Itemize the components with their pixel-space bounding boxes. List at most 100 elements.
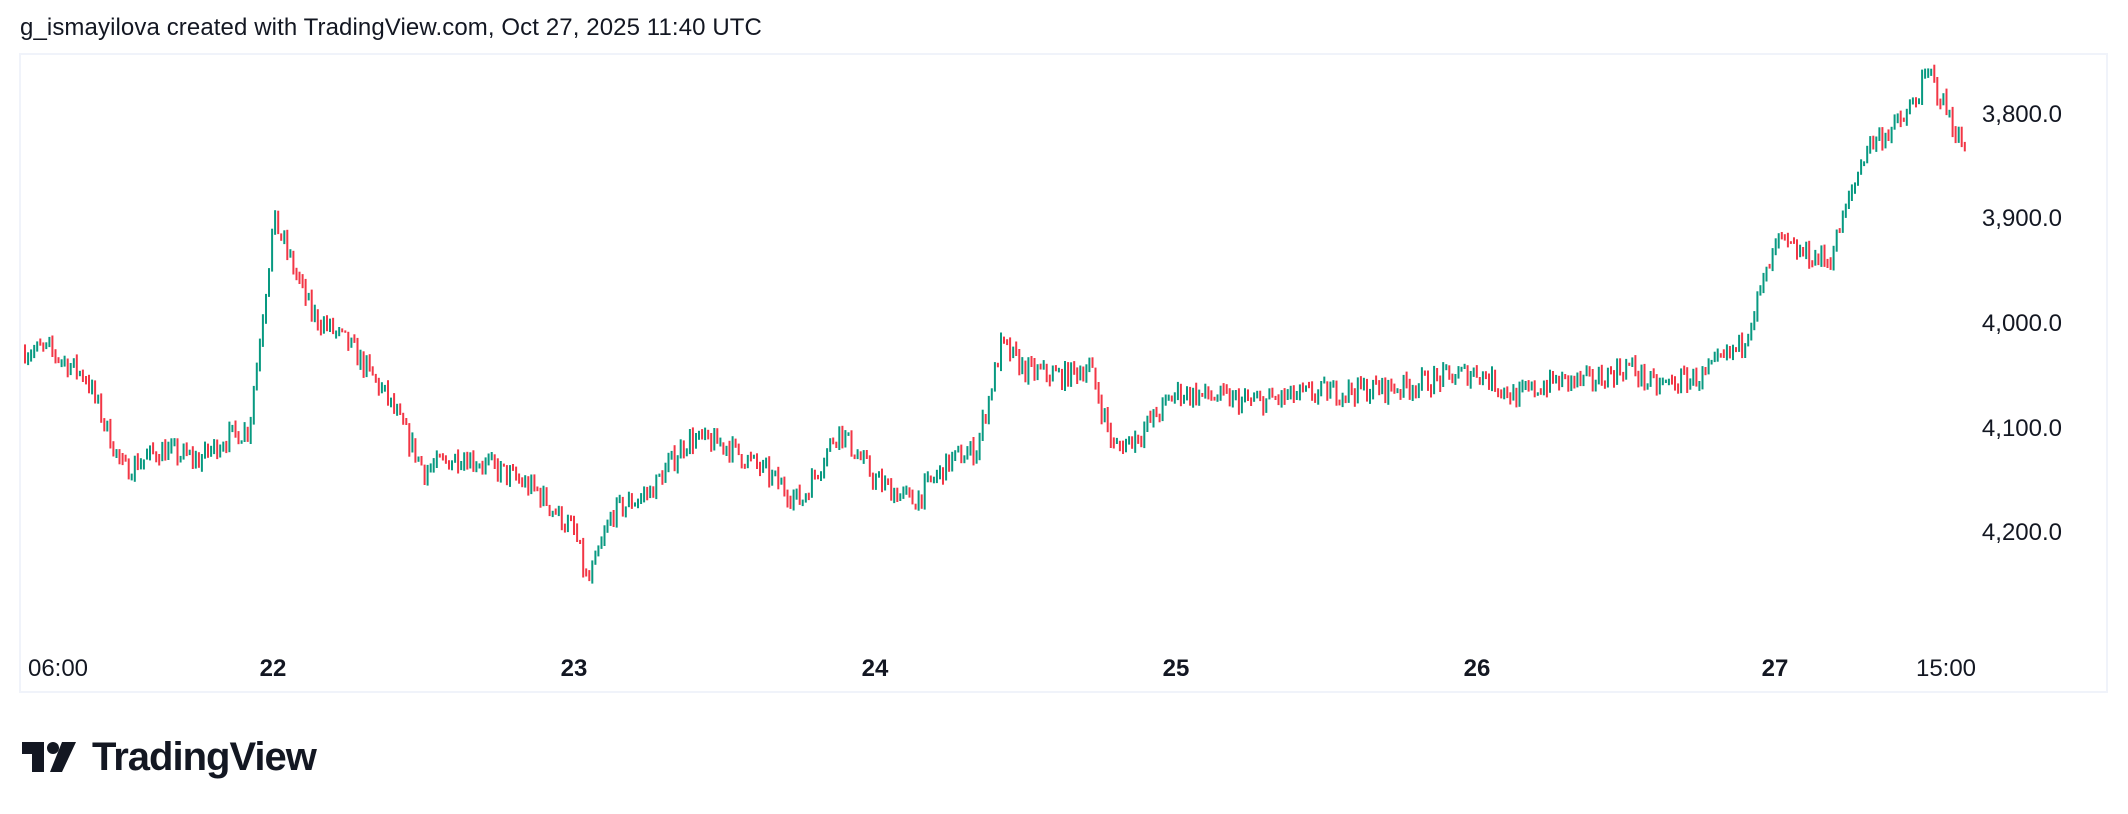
candlestick-plot[interactable] — [21, 55, 2106, 691]
candle-down — [1423, 370, 1426, 376]
candle-up — [792, 489, 795, 511]
candle-down — [850, 430, 853, 457]
candle-up — [1863, 161, 1866, 167]
candle-down — [1118, 440, 1121, 452]
candle-up — [1905, 108, 1908, 126]
candle-down — [1802, 247, 1805, 257]
candle-up — [1750, 322, 1753, 341]
candle-down — [316, 309, 319, 331]
candle-up — [801, 499, 804, 507]
candle-up — [1701, 366, 1704, 390]
candle-down — [1683, 365, 1686, 375]
candle-down — [1887, 129, 1890, 141]
candle-up — [1542, 380, 1545, 396]
candle-up — [1732, 344, 1734, 361]
candle-down — [1671, 374, 1673, 385]
candle-down — [853, 454, 856, 460]
candle-up — [1164, 394, 1167, 406]
candle-up — [1332, 380, 1335, 388]
candle-up — [603, 525, 606, 546]
candle-up — [1057, 367, 1060, 373]
candle-up — [1646, 383, 1649, 390]
candle-up — [1524, 381, 1527, 390]
candle-up — [975, 450, 978, 464]
candle-down — [865, 450, 868, 459]
candle-up — [1152, 409, 1155, 428]
candle-up — [1689, 378, 1692, 390]
candle-down — [1448, 365, 1451, 380]
candle-down — [707, 429, 710, 440]
candle-down — [1439, 375, 1442, 392]
candle-up — [1146, 415, 1149, 432]
candle-down — [1137, 434, 1140, 444]
candle-up — [1469, 371, 1472, 389]
candle-down — [630, 493, 633, 509]
candle-down — [118, 449, 121, 465]
candle-down — [588, 570, 591, 582]
candle-up — [1930, 68, 1933, 76]
candle-up — [1420, 367, 1423, 391]
candle-up — [810, 468, 813, 498]
candle-up — [1265, 398, 1268, 413]
candle-up — [1549, 369, 1551, 393]
candle-up — [1918, 98, 1920, 105]
candle-down — [612, 510, 615, 527]
candle-down — [1366, 378, 1368, 402]
candle-up — [762, 459, 765, 473]
candle-down — [1054, 365, 1057, 372]
candle-down — [237, 431, 240, 445]
candle-down — [420, 456, 423, 466]
candle-down — [1201, 393, 1204, 397]
candle-down — [1311, 381, 1314, 401]
time-label: 24 — [861, 655, 889, 682]
candle-down — [1603, 380, 1606, 389]
candle-up — [1433, 365, 1436, 395]
price-label: 4,200.0 — [1981, 519, 2062, 547]
candle-down — [1353, 388, 1356, 407]
candle-down — [1509, 392, 1512, 405]
candle-down — [1030, 356, 1033, 367]
candle-down — [536, 486, 539, 492]
candle-down — [1643, 363, 1646, 391]
candle-up — [829, 438, 832, 452]
candle-up — [432, 458, 435, 473]
candle-down — [319, 319, 322, 336]
candle-down — [207, 443, 209, 458]
candle-up — [499, 461, 502, 483]
candle-down — [466, 451, 469, 470]
candle-down — [1350, 382, 1353, 396]
candle-up — [1253, 392, 1256, 402]
candle-down — [673, 445, 676, 472]
candle-down — [344, 330, 347, 333]
candle-up — [36, 341, 39, 352]
tradingview-logo[interactable]: TradingView — [22, 735, 317, 780]
chart-frame[interactable]: 4,200.0 4,100.0 4,000.0 3,900.0 3,800.0 06:0… — [19, 53, 2108, 693]
candle-down — [414, 438, 417, 463]
candle-up — [1231, 390, 1234, 408]
candle-up — [210, 445, 213, 457]
candle-up — [774, 470, 777, 477]
candle-up — [557, 505, 560, 517]
candle-up — [820, 471, 822, 481]
candle-down — [1006, 339, 1009, 346]
candle-up — [939, 465, 941, 480]
candle-up — [1832, 245, 1835, 271]
candle-up — [1878, 127, 1881, 141]
candle-down — [1829, 257, 1832, 270]
candle-up — [365, 355, 368, 378]
candle-up — [640, 493, 643, 504]
candle-down — [1500, 389, 1503, 399]
candle-down — [832, 437, 835, 445]
candle-down — [1817, 253, 1820, 266]
candle-down — [1427, 370, 1429, 391]
candle-up — [655, 474, 658, 500]
candle-down — [1741, 332, 1744, 359]
candle-up — [1841, 210, 1844, 233]
candle-down — [1735, 347, 1737, 353]
candle-up — [1606, 367, 1609, 388]
candle-down — [1695, 367, 1698, 387]
candle-down — [1131, 436, 1134, 449]
logo-text: TradingView — [92, 735, 317, 779]
candle-down — [710, 433, 713, 452]
candle-down — [881, 468, 883, 493]
